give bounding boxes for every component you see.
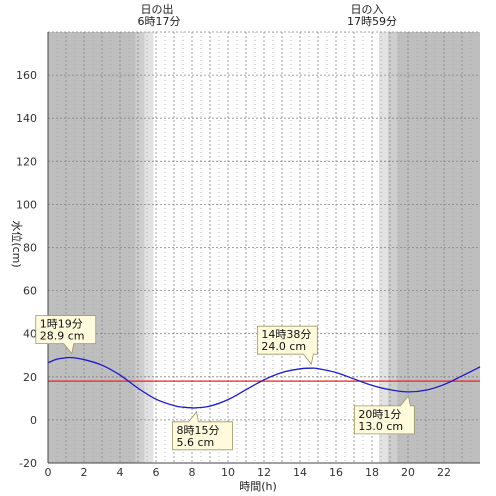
x-tick-label: 22 [437,466,451,479]
x-tick-label: 4 [117,466,124,479]
callout-value: 13.0 cm [358,420,403,433]
x-tick-label: 18 [365,466,379,479]
tide-level-line [47,356,481,409]
y-tick-label: 0 [30,414,37,427]
y-tick-label: 80 [23,242,37,255]
y-tick-label: 120 [16,155,37,168]
y-tick-label: 140 [16,112,37,125]
sunset-time: 17時59分 [347,15,397,28]
axes [47,32,480,464]
callout-time: 14時38分 [261,328,311,341]
callout-time: 20時1分 [358,408,401,421]
callout-value: 5.6 cm [177,436,215,449]
y-axis-label: 水位(cm) [10,220,24,267]
dawn-twilight-dark [135,32,145,463]
y-tick-label: -20 [19,457,37,470]
y-tick-label: 160 [16,69,37,82]
x-tick-label: 10 [221,466,235,479]
tick-labels: 0 2 4 6 8 10 12 14 16 18 20 22 -20 0 20 40 60 80 100 120 140… [16,69,451,479]
x-tick-label: 0 [45,466,52,479]
callout-time: 8時15分 [177,424,220,437]
callout-value: 24.0 cm [261,340,306,353]
callout-box [256,325,318,366]
x-axis-label: 時間(h) [239,480,277,493]
x-tick-label: 2 [81,466,88,479]
callout-box [172,410,233,451]
sunrise-time: 6時17分 [138,15,181,28]
y-tick-label: 20 [23,371,37,384]
callout-value: 28.9 cm [40,330,85,343]
sunset-label: 日の入 [351,3,384,16]
series-layer [47,356,481,409]
x-tick-label: 20 [401,466,415,479]
dusk-twilight-light [379,32,389,463]
x-tick-label: 12 [257,466,271,479]
callout-box [353,394,415,435]
y-tick-label: 40 [23,328,37,341]
grid-lines [48,31,480,464]
x-tick-label: 8 [189,466,196,479]
callout-box [35,315,97,355]
x-tick-label: 14 [293,466,307,479]
sunrise-label: 日の出 [141,2,174,16]
x-tick-label: 16 [329,466,343,479]
callout-time: 1時19分 [40,318,83,331]
x-tick-label: 6 [153,466,160,479]
y-tick-label: 100 [16,198,37,211]
y-tick-label: 60 [23,285,37,298]
